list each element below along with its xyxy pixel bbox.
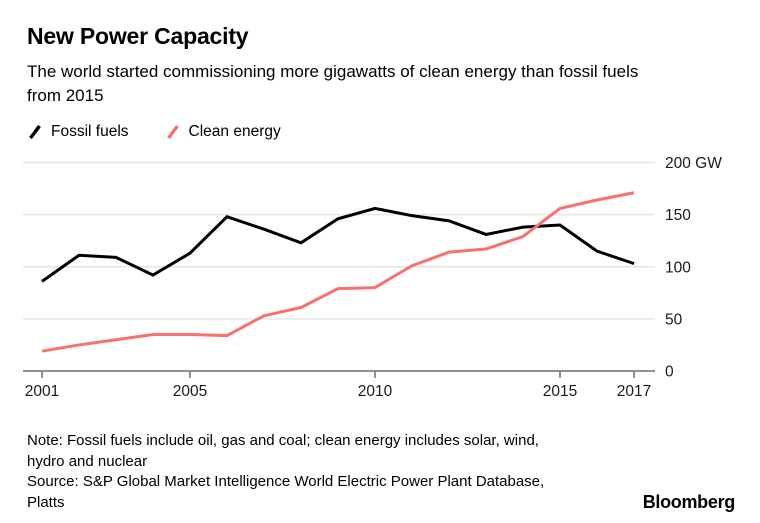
legend-item-clean-energy: Clean energy bbox=[165, 123, 281, 141]
note-line-1: Note: Fossil fuels include oil, gas and … bbox=[27, 432, 539, 449]
page-title: New Power Capacity bbox=[27, 23, 249, 49]
x-axis-label-2001: 2001 bbox=[25, 383, 59, 400]
chart-source: Source: S&P Global Market Intelligence W… bbox=[27, 472, 733, 513]
fossil-fuels-swatch-icon bbox=[29, 124, 41, 140]
bloomberg-logo: Bloomberg bbox=[642, 491, 736, 512]
chart-footer: Note: Fossil fuels include oil, gas and … bbox=[0, 406, 760, 513]
x-axis-label-2015: 2015 bbox=[543, 383, 577, 400]
legend-item-fossil-fuels: Fossil fuels bbox=[27, 123, 129, 141]
y-axis-label-100: 100 bbox=[665, 259, 691, 276]
x-axis-label-2017: 2017 bbox=[617, 383, 651, 400]
subtitle-line-1: The world started commissioning more gig… bbox=[27, 62, 639, 81]
chart-subtitle: The world started commissioning more gig… bbox=[27, 60, 734, 108]
chart-note: Note: Fossil fuels include oil, gas and … bbox=[27, 431, 733, 472]
chart-header: New Power Capacity The world started com… bbox=[0, 0, 760, 108]
y-axis-label-50: 50 bbox=[665, 311, 683, 328]
legend-label-clean-energy: Clean energy bbox=[188, 123, 281, 140]
chart: 0 50 100 150 200 GW 2001 2005 2010 2015 2017 bbox=[23, 155, 722, 400]
x-axis-label-2005: 2005 bbox=[173, 383, 207, 400]
note-line-2: hydro and nuclear bbox=[27, 452, 148, 470]
y-axis-label-150: 150 bbox=[665, 207, 691, 224]
subtitle-line-2: from 2015 bbox=[27, 86, 104, 105]
clean-energy-line bbox=[41, 191, 635, 353]
y-axis-label-200: 200 GW bbox=[665, 155, 722, 172]
legend: Fossil fuels Clean energy bbox=[0, 108, 760, 141]
source-line-2: Platts bbox=[27, 493, 65, 511]
source-line-1: Source: S&P Global Market Intelligence W… bbox=[27, 473, 545, 490]
x-axis-label-2010: 2010 bbox=[358, 383, 393, 400]
clean-energy-swatch-icon bbox=[166, 124, 179, 140]
y-axis-label-0: 0 bbox=[665, 364, 674, 381]
legend-label-fossil-fuels: Fossil fuels bbox=[51, 123, 129, 140]
